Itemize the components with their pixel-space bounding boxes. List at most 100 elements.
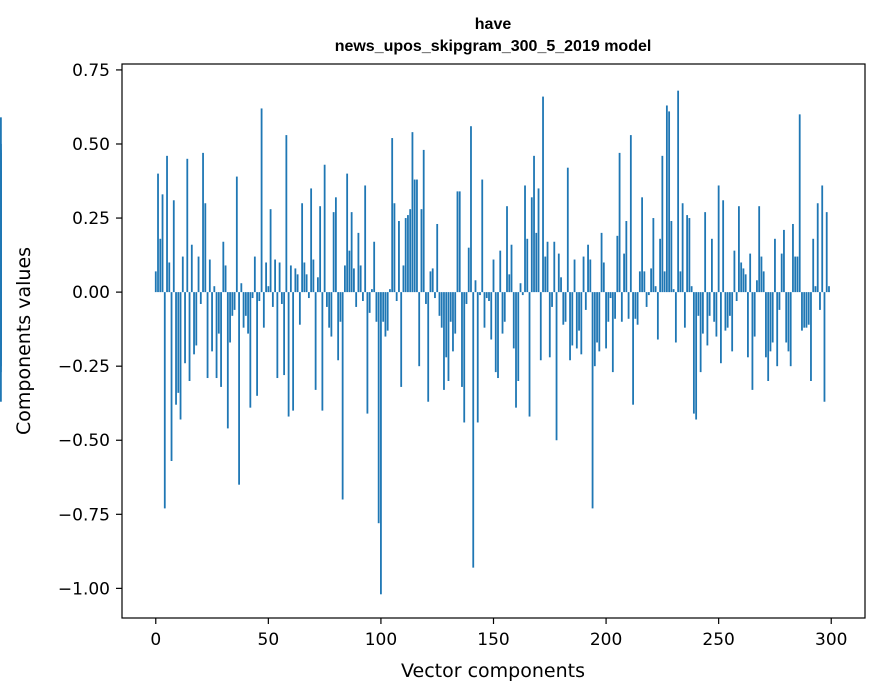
bar	[508, 274, 511, 293]
bar	[677, 90, 680, 293]
bar	[526, 238, 529, 293]
bar	[643, 271, 646, 293]
bar	[418, 292, 421, 367]
bar	[181, 256, 184, 293]
chart-title-line1: have	[475, 16, 512, 33]
bar	[557, 253, 560, 293]
bar	[233, 292, 236, 310]
bar	[699, 292, 702, 373]
bar	[548, 292, 551, 358]
bar	[485, 292, 488, 299]
x-axis-ticks: 0 50 100 150 200 250 300	[150, 618, 847, 650]
bar	[316, 277, 319, 293]
bar	[729, 292, 731, 316]
bar	[0, 292, 2, 310]
x-tick-label: 100	[365, 630, 397, 650]
bar	[429, 271, 432, 293]
bar	[404, 218, 407, 293]
bar	[280, 292, 283, 304]
bar	[573, 259, 576, 293]
bar	[602, 262, 605, 293]
bar	[443, 292, 445, 390]
bar	[753, 292, 756, 337]
bar	[267, 286, 270, 293]
bar	[265, 262, 267, 293]
bar	[614, 292, 616, 319]
bar	[235, 176, 238, 293]
x-tick-label: 150	[477, 630, 509, 650]
bar	[670, 221, 673, 293]
bar	[389, 289, 391, 293]
bar	[740, 262, 743, 293]
bar	[789, 292, 792, 367]
bar	[307, 292, 310, 299]
bar	[350, 212, 353, 293]
bar	[672, 289, 675, 293]
bar	[208, 259, 211, 293]
bar	[366, 292, 369, 414]
bar	[720, 292, 722, 364]
bar	[618, 152, 621, 293]
bar	[517, 292, 520, 381]
bar	[420, 209, 423, 293]
bar	[641, 197, 643, 293]
bar	[458, 191, 461, 293]
bar	[627, 292, 630, 319]
chart-title-line2: news_upos_skipgram_300_5_2019 model	[335, 38, 652, 55]
bar	[562, 292, 565, 325]
bar	[411, 132, 414, 293]
bar	[364, 185, 367, 293]
bar	[519, 283, 522, 293]
bar	[575, 292, 578, 349]
bar	[681, 203, 684, 293]
bar	[224, 265, 227, 293]
bar	[524, 185, 526, 293]
bar	[805, 292, 808, 328]
bar	[810, 292, 812, 381]
bar	[422, 149, 425, 293]
bar	[476, 292, 479, 423]
bar	[179, 292, 182, 420]
bar	[452, 292, 454, 352]
bar	[375, 292, 378, 322]
bar	[166, 155, 168, 293]
bar	[373, 241, 376, 293]
bar	[638, 271, 641, 293]
bar	[314, 292, 317, 390]
y-tick-label: 0.25	[72, 209, 110, 229]
bar	[499, 250, 502, 293]
bar	[749, 253, 752, 293]
bar	[801, 292, 803, 331]
bar	[334, 197, 337, 293]
bar	[679, 271, 682, 293]
bar	[492, 259, 495, 293]
bar	[798, 114, 801, 293]
bar	[445, 292, 448, 358]
bar	[762, 271, 765, 293]
bar	[582, 256, 585, 293]
bar	[785, 292, 788, 343]
bar	[175, 292, 177, 405]
bar	[584, 292, 587, 310]
x-tick-label: 200	[590, 630, 622, 650]
bar	[296, 274, 299, 293]
bar	[456, 191, 459, 293]
bar	[355, 292, 358, 307]
y-tick-label: 0.00	[72, 283, 110, 303]
bar	[359, 265, 362, 293]
bar	[598, 292, 601, 352]
bar	[380, 292, 382, 595]
bar	[163, 292, 166, 509]
bar	[240, 283, 243, 293]
bar	[774, 238, 776, 293]
bar	[269, 209, 272, 293]
bar	[733, 250, 736, 293]
bar	[461, 292, 463, 387]
bar	[413, 179, 416, 293]
bar	[796, 256, 799, 293]
bar	[616, 235, 619, 293]
bar	[447, 292, 450, 381]
bar	[690, 286, 693, 293]
bar	[629, 135, 632, 293]
